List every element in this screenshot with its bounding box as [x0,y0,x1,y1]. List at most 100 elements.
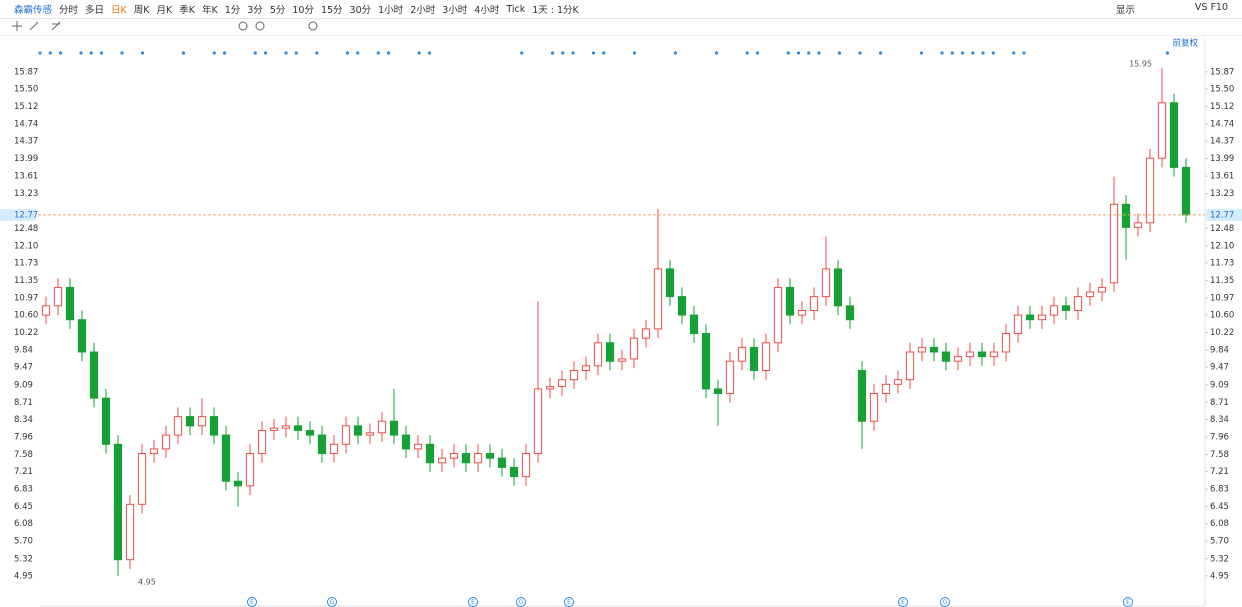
period-button[interactable]: Tick [506,3,526,15]
candle-body [725,360,735,395]
event-dot [417,51,421,55]
y-tick-label: 6.08 [14,519,33,529]
candle-body [773,286,783,344]
y-tick-label: 7.96 [1210,432,1229,442]
candle-body [869,393,879,422]
candle-body [653,268,663,330]
display-button[interactable]: 显示 [1115,5,1135,16]
period-button[interactable]: 多日 [85,5,105,16]
y-tick-label: 6.45 [1210,502,1229,512]
period-button[interactable]: 1天 : 1分K [532,5,579,16]
tool-icon[interactable] [51,21,61,31]
period-button[interactable]: 月K [156,5,173,16]
adjustment-label[interactable]: 前复权 [1172,38,1198,49]
period-button[interactable]: 3分 [247,5,263,16]
tool-icon[interactable] [12,21,22,31]
period-button[interactable]: 10分 [292,5,314,16]
y-tick-label: 5.70 [1210,537,1229,547]
event-dot [786,51,790,55]
y-tick-label: 9.47 [14,363,33,373]
period-button[interactable]: 年K [201,5,218,16]
y-tick-label: 9.84 [14,346,33,356]
period-button[interactable]: 5分 [269,5,286,16]
y-tick-label: 10.60 [1210,311,1234,321]
chart: 前复权 4.95 4.95 5.32 5.32 5.70 5.70 6.08 6.08 6.45… [0,18,1242,607]
y-tick-label: 14.74 [1210,120,1234,130]
period-button[interactable]: 分时 [59,5,79,16]
candle-body [1109,203,1119,284]
f10-label[interactable]: F10 [1210,2,1228,13]
period-button[interactable]: 1分 [224,5,241,16]
event-marker-label: E [1126,599,1130,606]
event-dot [427,51,432,55]
y-tick-label: 13.23 [1210,189,1234,199]
candle-body [845,305,855,321]
y-tick-label: 15.50 [1210,84,1234,94]
event-dot [315,51,319,55]
candle-body [677,296,687,316]
candle-body [617,358,627,362]
event-dot [878,51,883,55]
y-tick-label: 10.22 [1210,328,1234,338]
candle-body [521,453,531,478]
y-tick-label: 12.10 [1210,241,1234,251]
candle-body [1097,286,1107,293]
y-tick-label: 8.71 [14,398,33,408]
event-marker-label: E [567,599,571,606]
period-button[interactable]: 日K [111,5,127,16]
period-button[interactable]: 30分 [349,5,372,16]
event-dot [981,51,985,55]
tool-icon[interactable] [308,21,318,31]
candle-body [497,457,507,468]
candle-body [1085,291,1095,298]
y-tick-label: 11.35 [1210,276,1234,286]
candle-body [557,379,567,388]
tool-icon[interactable] [29,21,39,31]
candle-body [293,425,303,431]
period-button[interactable]: 15分 [320,5,343,16]
candle-body [425,443,435,464]
drawing-tools [12,21,318,31]
candle-body [797,309,807,316]
event-dot [858,51,862,55]
period-button[interactable]: 季K [179,5,195,16]
candle-body [161,434,171,450]
y-tick-label: 15.87 [1210,67,1234,77]
candle-body [353,425,363,436]
candle-body [1169,102,1179,168]
event-marker-label: G [519,599,524,606]
candle-body [1133,222,1143,228]
event-dot [950,51,954,55]
period-button[interactable]: 3小时 [442,5,468,16]
vs-label[interactable]: VS [1194,2,1208,13]
candle-body [509,466,519,478]
vs-button[interactable]: VS F10 [1195,2,1228,16]
period-button[interactable]: 周K [133,5,150,16]
tool-icon[interactable] [255,21,265,31]
candle-body [389,420,399,436]
candle-body [245,453,255,487]
candle-body [569,369,579,381]
y-tick-label: 13.23 [14,189,38,199]
candle-body [77,319,87,353]
period-button[interactable]: 2小时 [410,5,436,16]
period-button[interactable]: 1小时 [378,5,404,16]
event-dot [79,51,83,55]
candle-body [641,328,651,339]
candle-body [377,420,387,434]
toolbar: 森霸传感 分时 多日 日K 周K 月K 季K 年K 1分 3分 5分 10分 15分 30分 1小时 2小时… [0,0,1242,18]
tool-icon[interactable] [238,21,248,31]
stock-name[interactable]: 森霸传感 [14,5,53,16]
candle-body [581,365,591,371]
candle-body [941,351,951,362]
candle-body [821,268,831,298]
y-tick-label: 7.96 [14,432,33,442]
event-dot [960,51,965,55]
candle-body [857,369,867,422]
y-tick-label: 13.99 [1210,154,1234,164]
event-dot [294,51,298,55]
period-button[interactable]: 4小时 [474,5,500,16]
candle-body [701,333,711,390]
candle-body [785,286,795,316]
candle-body [269,427,279,431]
